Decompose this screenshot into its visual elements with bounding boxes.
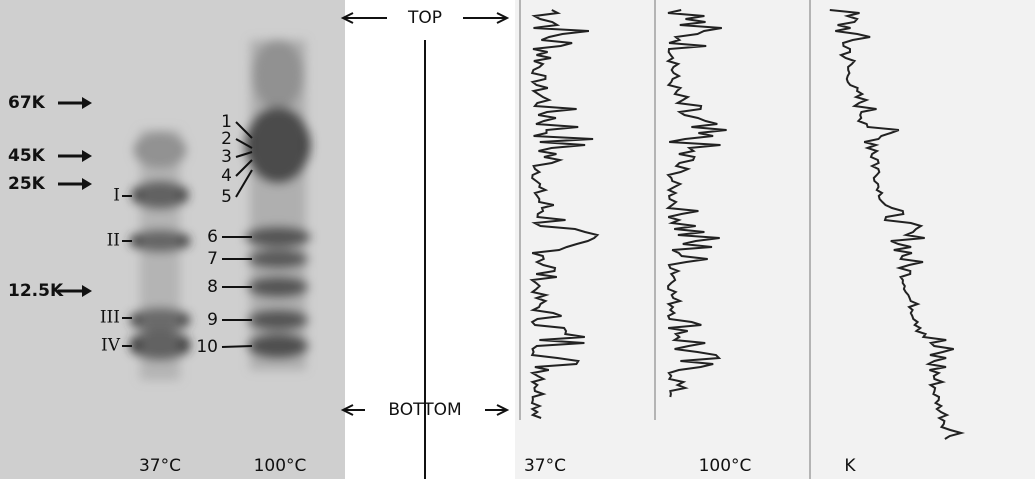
band-number: 2 — [221, 129, 232, 149]
arrow-head — [496, 404, 510, 416]
band-number: 8 — [207, 277, 218, 297]
scan-panel — [515, 0, 1035, 479]
band-label: IV — [101, 336, 121, 356]
scan-end-label: TOP — [407, 8, 442, 28]
band-pointer — [235, 169, 253, 198]
arrow-head — [340, 404, 354, 416]
trace-label: 37°C — [524, 456, 566, 476]
marker-label: 25K — [8, 174, 46, 194]
band-pointer — [235, 159, 253, 177]
band-number: 7 — [207, 249, 218, 269]
band-pointer — [235, 121, 253, 139]
band-pointer — [235, 138, 253, 149]
band-label: III — [100, 308, 120, 328]
band-number: 9 — [207, 310, 218, 330]
gel-bands — [130, 40, 310, 380]
arrow-head — [340, 12, 354, 24]
arrow-head — [82, 178, 92, 190]
band-label: II — [107, 231, 120, 251]
arrow-head — [496, 12, 510, 24]
trace-label: K — [844, 456, 856, 476]
trace-label: 100°C — [699, 456, 752, 476]
band-number: 1 — [221, 112, 232, 132]
marker-label: 67K — [8, 93, 46, 113]
band-number: 10 — [196, 337, 218, 357]
band-number: 3 — [221, 147, 232, 167]
arrow-head — [82, 150, 92, 162]
lane-label: 100°C — [254, 456, 307, 476]
arrow-head — [82, 97, 92, 109]
lane-dividers — [519, 0, 811, 479]
trace — [665, 9, 727, 398]
band-number: 6 — [207, 227, 218, 247]
densitometry-traces — [529, 9, 966, 440]
trace — [829, 9, 966, 440]
band-pointer — [221, 345, 253, 348]
band-pointer — [235, 151, 253, 158]
lane-label: 37°C — [139, 456, 181, 476]
band-number: 4 — [221, 166, 232, 186]
band-label: I — [113, 186, 120, 206]
marker-label: 45K — [8, 146, 46, 166]
arrow-head — [82, 285, 92, 297]
marker-label: 12.5K — [8, 281, 64, 301]
scan-end-label: BOTTOM — [388, 400, 461, 420]
trace — [529, 9, 600, 419]
band-number: 5 — [221, 187, 232, 207]
scan-labels: TOP BOTTOM 37°C 100°C K — [340, 8, 856, 476]
